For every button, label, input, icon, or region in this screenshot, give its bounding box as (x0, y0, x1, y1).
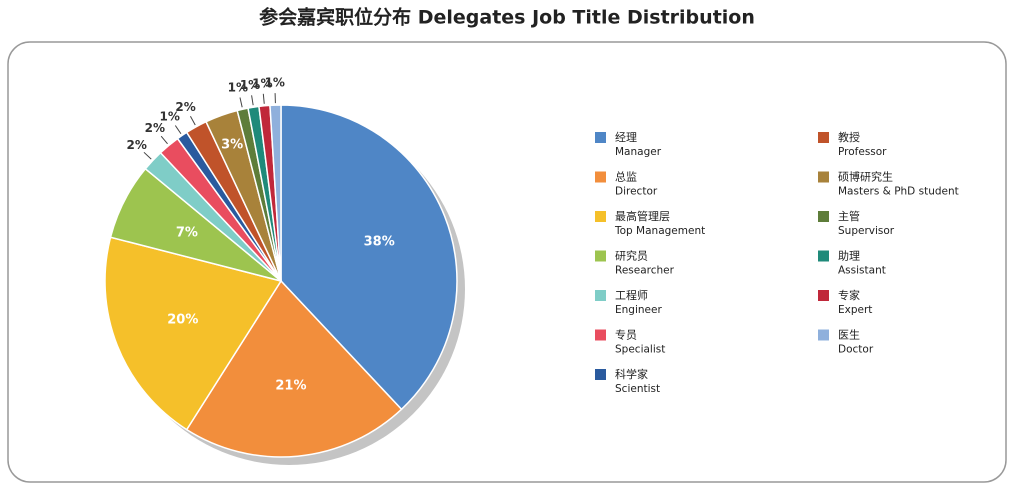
legend-swatch (595, 250, 606, 262)
legend-label: 总监 (615, 170, 637, 184)
value-label: 20% (167, 312, 198, 327)
legend-swatch (818, 211, 829, 222)
legend-swatch (818, 290, 829, 301)
pie-slice (104, 236, 283, 431)
value-label: 2% (175, 100, 195, 114)
value-label: 1% (160, 110, 180, 124)
value-label: 2% (145, 121, 165, 135)
value-label: 2% (126, 138, 146, 152)
legend-label-en: Masters & PhD student (838, 186, 959, 198)
value-label: 1% (265, 76, 285, 90)
legend-label: 经理 (615, 131, 637, 144)
legend-label: 专员 (615, 328, 637, 342)
legend-label: 主管 (838, 209, 860, 223)
legend-label-en: Manager (615, 146, 662, 158)
leader-line (251, 95, 254, 106)
legend-label: 最高管理层 (615, 209, 670, 223)
legend-swatch (595, 329, 606, 341)
value-label: 1% (228, 80, 248, 94)
legend-label-en: Specialist (615, 344, 665, 356)
legend-label: 教授 (838, 130, 860, 144)
legend-label-en: Researcher (615, 265, 675, 277)
legend-label: 硕博研究生 (838, 170, 893, 184)
legend-swatch (595, 211, 606, 222)
legend-swatch (818, 132, 829, 143)
value-label: 3% (221, 138, 243, 153)
legend-swatch (595, 132, 606, 143)
legend-swatch (818, 171, 829, 183)
legend-swatch (818, 329, 829, 341)
value-label: 7% (176, 226, 198, 241)
leader-line (239, 97, 243, 108)
pie-slice (280, 104, 458, 411)
legend-label-en: Expert (838, 304, 872, 316)
value-label: 1% (252, 76, 272, 90)
legend-label: 科学家 (615, 367, 648, 381)
value-label: 38% (364, 235, 395, 250)
legend-swatch (595, 171, 606, 183)
legend-label-en: Doctor (838, 344, 874, 356)
legend-label: 研究员 (615, 249, 648, 263)
leader-line (174, 125, 182, 135)
legend-label-en: Engineer (615, 304, 662, 316)
legend-label-en: Scientist (615, 383, 660, 395)
legend-label: 医生 (838, 328, 860, 342)
legend-swatch (595, 290, 606, 301)
legend-label-en: Supervisor (838, 225, 895, 237)
legend-swatch (818, 250, 829, 262)
pie-slice (269, 104, 282, 282)
legend-label: 工程师 (615, 289, 648, 302)
legend-label-en: Assistant (838, 265, 886, 277)
leader-line (262, 93, 265, 104)
legend-label: 专家 (838, 288, 860, 302)
leader-line (189, 116, 196, 126)
legend-label-en: Director (615, 186, 658, 198)
legend-swatch (595, 369, 606, 380)
leader-line (160, 135, 168, 145)
leader-line (143, 151, 152, 160)
pie-slice (185, 279, 403, 458)
value-label: 1% (240, 78, 260, 92)
legend-label: 助理 (838, 249, 860, 263)
value-label: 21% (275, 379, 306, 394)
legend-label-en: Professor (838, 146, 887, 158)
legend-label-en: Top Management (614, 225, 705, 237)
chart-title: 参会嘉宾职位分布 Delegates Job Title Distributio… (259, 6, 755, 29)
